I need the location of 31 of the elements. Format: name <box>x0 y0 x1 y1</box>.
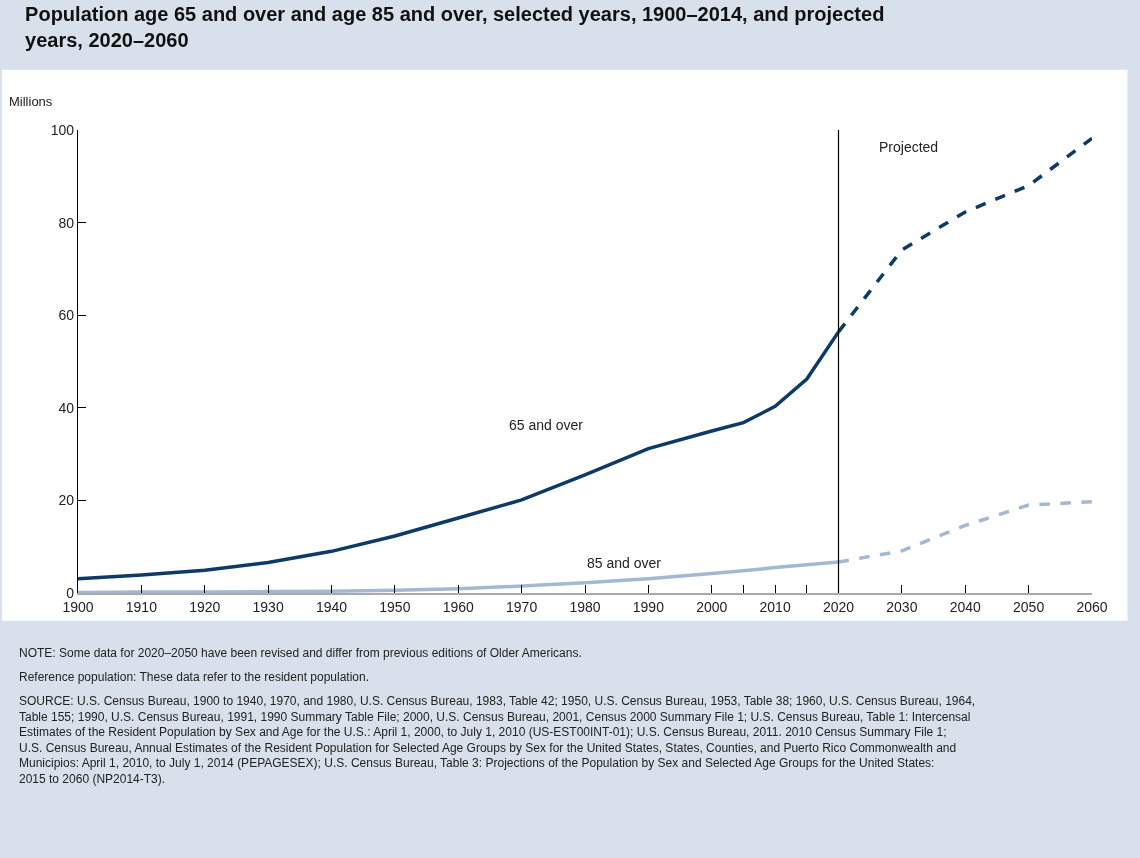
text: NOTE: Some data for 2020–2050 have been revised and differ from previous editions of Older Americans. <box>19 646 582 660</box>
x-tick-label: 2050 <box>1013 598 1045 615</box>
x-tick-label: 1970 <box>506 598 538 615</box>
y-tick-label: 60 <box>58 307 75 324</box>
y-tick-label: 100 <box>50 121 75 138</box>
x-tick-label: 2060 <box>1076 598 1108 615</box>
x-tick-label: 1950 <box>379 598 411 615</box>
chart-title: Population age 65 and over and age 85 and over, selected years, 1900–2014, and projected years, 2020–2060 <box>25 3 885 52</box>
annotation: Projected <box>879 139 939 155</box>
source-note: SOURCE: U.S. Census Bureau, 1900 to 1940, 1970, and 1980, U.S. Census Bureau, 1983, Table 42; 1950, U.S. Census Bureau, 1953, Table 38; 1960, U.S. Census Bureau, 1964, Table 155; 1990, U.S. Census Bureau, 1991, 1990 Summary Table File; 2000, U.S. Census Bureau, 2001, Census 2000 Summary File 1; U.S. Census Bureau, Table 1: Intercensal Estimates of the Resident Population by Sex and Age for the U.S.: April 1, 2000, to July 1, 2010 (US-EST00INT-01); U.S. Census Bureau, 2011. 2010 Census Summary File 1; U.S. Census Bureau, Annual Estimates of the Resident Population for Selected Age Groups by Sex for the United States, States, Counties, and Puerto Rico Commonwealth and Municipios: April 1, 2010, to July 1, 2014 (PEPAGESEX); U.S. Census Bureau, Table 3: Projections of the Population by Sex and Selected Age Groups for the United States: 2015 to 2060 (NP2014-T3). <box>19 694 976 786</box>
x-tick-label: 2010 <box>759 598 791 615</box>
series-label: 85 and over <box>587 555 662 571</box>
x-tick-label: 2000 <box>696 598 728 615</box>
y-tick-label: 0 <box>66 584 75 601</box>
y-axis-title: Millions <box>9 94 53 109</box>
x-tick-label: 1900 <box>62 598 94 615</box>
x-tick-label: 2040 <box>949 598 982 615</box>
x-tick-label: 1980 <box>569 598 601 615</box>
text: Reference population: These data refer to the resident population. <box>19 670 370 684</box>
y-tick-label: 20 <box>58 492 75 509</box>
x-tick-label: 1940 <box>315 598 348 615</box>
x-tick-label: 1920 <box>189 598 221 615</box>
x-tick-label: 1960 <box>442 598 475 615</box>
x-tick-label: 1910 <box>125 598 158 615</box>
x-tick-label: 1930 <box>252 598 284 615</box>
text: 65 and over <box>509 417 584 433</box>
y-tick-label: 80 <box>58 214 75 231</box>
x-tick-label: 2030 <box>886 598 918 615</box>
y-tick-label: 40 <box>58 399 75 416</box>
x-tick-label: 1990 <box>632 598 665 615</box>
x-tick-label: 2020 <box>822 598 855 615</box>
